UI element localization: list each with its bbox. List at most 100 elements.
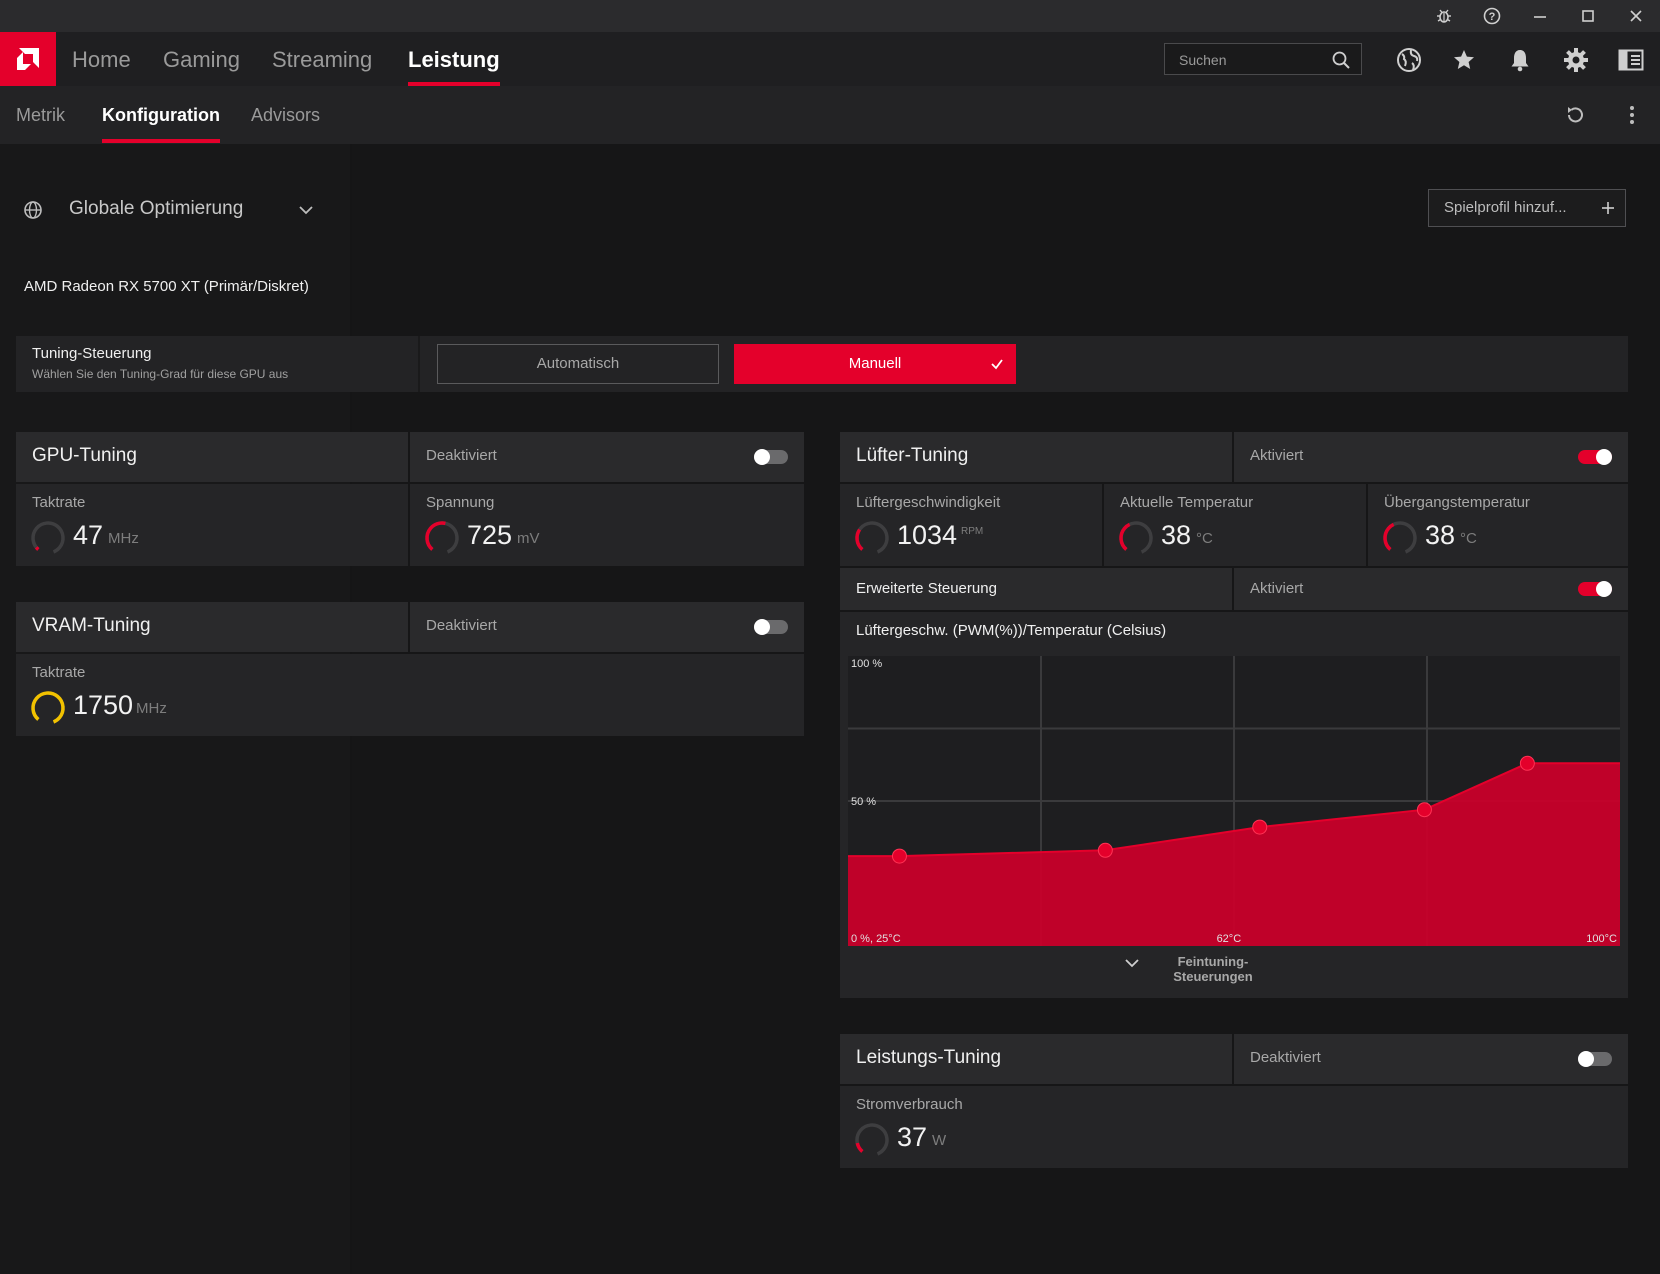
- fan-tuning-header: Lüfter-Tuning: [840, 432, 1232, 482]
- gpu-clock-value: 47: [73, 520, 104, 550]
- more-options-icon[interactable]: [1622, 104, 1642, 126]
- fan-curve-point[interactable]: [1097, 842, 1113, 858]
- search-icon[interactable]: [1331, 50, 1351, 70]
- fine-tuning-button[interactable]: Feintuning-Steuerungen: [840, 950, 1628, 984]
- gpu-tuning-title: GPU-Tuning: [32, 445, 137, 466]
- fan-tuning-toggle-row: Aktiviert: [1234, 432, 1628, 482]
- add-game-profile-button[interactable]: Spielprofil hinzuf...: [1428, 189, 1626, 227]
- tab-konfiguration[interactable]: Konfiguration: [102, 86, 220, 144]
- tuning-control-subtitle: Wählen Sie den Tuning-Grad für diese GPU…: [32, 367, 289, 381]
- junction-temperature-gauge: [1383, 521, 1417, 555]
- gpu-voltage-label: Spannung: [426, 494, 495, 511]
- help-icon[interactable]: ?: [1478, 4, 1506, 28]
- advanced-control-toggle[interactable]: [1578, 581, 1612, 597]
- fan-curve-title: Lüftergeschw. (PWM(%))/Temperatur (Celsi…: [856, 622, 1167, 639]
- manual-button[interactable]: Manuell: [734, 344, 1016, 384]
- fan-curve-chart[interactable]: 100 % 50 % 0 %, 25°C 62°C 100°C: [848, 656, 1620, 946]
- bell-icon[interactable]: [1505, 45, 1535, 75]
- gpu-voltage-metric: Spannung 725 mV: [410, 484, 804, 566]
- automatic-button[interactable]: Automatisch: [437, 344, 719, 384]
- fan-tuning-toggle[interactable]: [1578, 449, 1612, 465]
- globe-icon[interactable]: [1394, 45, 1424, 75]
- power-tuning-state: Deaktiviert: [1250, 1049, 1321, 1066]
- advanced-control-state: Aktiviert: [1250, 580, 1304, 597]
- title-bar: ?: [0, 0, 1660, 32]
- junction-temperature-value: 38: [1425, 520, 1456, 550]
- power-tuning-toggle[interactable]: [1578, 1051, 1612, 1067]
- fan-curve-point[interactable]: [1519, 755, 1535, 771]
- gear-icon[interactable]: [1561, 45, 1591, 75]
- vram-tuning-toggle-row: Deaktiviert: [410, 602, 804, 652]
- origin-tick-label: 0 %, 25°C: [851, 933, 901, 945]
- gpu-tuning-toggle[interactable]: [754, 449, 788, 465]
- tab-gaming[interactable]: Gaming: [163, 47, 241, 72]
- power-consumption-label: Stromverbrauch: [856, 1096, 963, 1113]
- tab-streaming[interactable]: Streaming: [272, 47, 373, 72]
- vram-tuning-state: Deaktiviert: [426, 617, 497, 634]
- x-tick-100: 100°C: [1586, 933, 1617, 945]
- manual-button-label: Manuell: [848, 355, 902, 372]
- check-icon: [991, 359, 1003, 370]
- fan-curve-point[interactable]: [1416, 802, 1432, 818]
- search-input[interactable]: [1177, 44, 1331, 76]
- power-tuning-title: Leistungs-Tuning: [856, 1047, 1002, 1068]
- power-tuning-toggle-row: Deaktiviert: [1234, 1034, 1628, 1084]
- tab-leistung[interactable]: Leistung: [408, 32, 500, 86]
- fan-tuning-title: Lüfter-Tuning: [856, 445, 969, 466]
- fan-speed-value: 1034: [897, 520, 958, 550]
- sidebar-icon[interactable]: [1616, 45, 1646, 75]
- advanced-control-toggle-row: Aktiviert: [1234, 568, 1628, 610]
- gpu-clock-label: Taktrate: [32, 494, 86, 511]
- vram-tuning-title: VRAM-Tuning: [32, 615, 151, 636]
- star-icon[interactable]: [1449, 45, 1479, 75]
- vram-tuning-header: VRAM-Tuning: [16, 602, 408, 652]
- tab-advisors[interactable]: Advisors: [251, 105, 321, 125]
- current-temperature-label: Aktuelle Temperatur: [1120, 494, 1254, 511]
- add-game-profile-label: Spielprofil hinzuf...: [1444, 199, 1567, 216]
- fine-tuning-label: Feintuning-Steuerungen: [1173, 954, 1253, 984]
- vram-clock-label: Taktrate: [32, 664, 86, 681]
- gpu-tuning-header: GPU-Tuning: [16, 432, 408, 482]
- profile-selected-label: Globale Optimierung: [69, 198, 244, 219]
- bug-icon[interactable]: [1430, 4, 1458, 28]
- fan-speed-label: Lüftergeschwindigkeit: [856, 494, 1001, 511]
- fan-curve-point[interactable]: [891, 848, 907, 864]
- close-icon[interactable]: [1622, 4, 1650, 28]
- advanced-control-header: Erweiterte Steuerung: [840, 568, 1232, 610]
- profile-selector[interactable]: Globale Optimierung: [22, 196, 322, 226]
- fan-tuning-state: Aktiviert: [1250, 447, 1304, 464]
- tab-metrik[interactable]: Metrik: [16, 105, 65, 125]
- fan-tuning-panel: Lüfter-Tuning Aktiviert Lüftergeschwindi…: [840, 432, 1628, 998]
- amd-logo-icon: [17, 48, 39, 70]
- x-tick-62: 62°C: [1217, 933, 1242, 945]
- vram-tuning-toggle[interactable]: [754, 619, 788, 635]
- reset-icon[interactable]: [1564, 104, 1586, 126]
- power-tuning-panel: Leistungs-Tuning Deaktiviert Stromverbra…: [840, 1034, 1628, 1168]
- tab-home[interactable]: Home: [72, 47, 131, 72]
- gpu-name: AMD Radeon RX 5700 XT (Primär/Diskret): [24, 278, 309, 295]
- main-nav: Home Gaming Streaming Leistung: [0, 32, 1660, 86]
- current-temperature-value: 38: [1161, 520, 1192, 550]
- gpu-voltage-value: 725: [467, 520, 513, 550]
- gpu-tuning-panel: GPU-Tuning Deaktiviert Taktrate 47 MHz S…: [16, 432, 804, 566]
- power-tuning-header: Leistungs-Tuning: [840, 1034, 1232, 1084]
- fan-curve-section: Lüftergeschw. (PWM(%))/Temperatur (Celsi…: [840, 612, 1628, 998]
- svg-text:?: ?: [1489, 11, 1496, 23]
- minimize-icon[interactable]: [1526, 4, 1554, 28]
- gpu-voltage-gauge: [425, 521, 459, 555]
- y-tick-100: 100 %: [851, 658, 882, 670]
- vram-clock-gauge: [31, 691, 65, 725]
- chevron-down-icon: [1125, 959, 1139, 968]
- power-consumption-metric: Stromverbrauch 37 W: [840, 1086, 1628, 1168]
- y-tick-50: 50 %: [851, 796, 876, 808]
- search-box: [1164, 43, 1362, 76]
- junction-temperature-label: Übergangstemperatur: [1384, 494, 1530, 511]
- maximize-icon[interactable]: [1574, 4, 1602, 28]
- junction-temperature-metric: Übergangstemperatur 38 °C: [1368, 484, 1628, 566]
- current-temperature-metric: Aktuelle Temperatur 38 °C: [1104, 484, 1366, 566]
- sub-nav: Metrik Konfiguration Advisors: [0, 86, 1660, 144]
- globe-icon: [24, 201, 42, 219]
- power-consumption-value: 37: [897, 1122, 928, 1152]
- amd-logo[interactable]: [0, 32, 56, 86]
- fan-curve-point[interactable]: [1252, 819, 1268, 835]
